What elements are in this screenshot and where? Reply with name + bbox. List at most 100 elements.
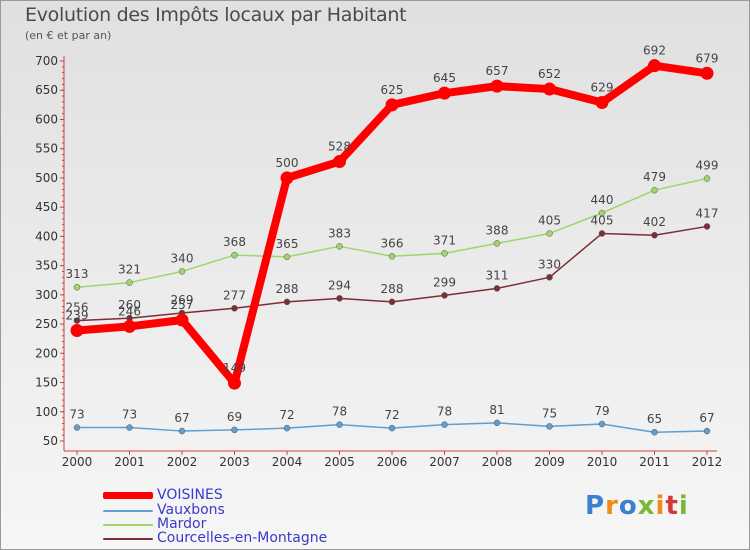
point-voisines bbox=[700, 66, 714, 80]
point-voisines bbox=[333, 155, 346, 169]
point-vauxbons bbox=[388, 424, 396, 432]
x-tick-label: 2006 bbox=[377, 455, 408, 469]
legend-swatch-courcelles bbox=[103, 537, 153, 540]
logo-letter: P bbox=[585, 491, 606, 521]
logo-letter: t bbox=[665, 491, 679, 521]
point-vauxbons bbox=[546, 423, 553, 430]
data-label-mardor: 365 bbox=[276, 237, 299, 251]
point-mardor bbox=[546, 230, 553, 237]
data-label-vauxbons: 72 bbox=[384, 408, 399, 422]
data-label-voisines: 629 bbox=[591, 81, 614, 95]
point-voisines bbox=[543, 82, 556, 96]
point-voisines bbox=[123, 319, 136, 333]
point-voisines bbox=[438, 86, 451, 100]
chart-title: Evolution des Impôts locaux par Habitant bbox=[25, 4, 407, 26]
y-tick-label: 300 bbox=[35, 288, 58, 302]
data-label-courcelles: 256 bbox=[66, 301, 89, 315]
point-mardor bbox=[388, 253, 396, 260]
point-voisines bbox=[228, 376, 241, 390]
proxiti-logo: Proxiti bbox=[585, 491, 689, 521]
point-mardor bbox=[336, 243, 343, 250]
data-label-mardor: 440 bbox=[591, 193, 614, 207]
data-label-mardor: 340 bbox=[171, 251, 194, 265]
y-tick-label: 250 bbox=[35, 317, 58, 331]
point-mardor bbox=[493, 240, 501, 247]
point-voisines bbox=[648, 59, 661, 73]
legend-swatch-mardor bbox=[103, 523, 153, 526]
legend-item-mardor: Mardor bbox=[103, 517, 206, 532]
data-label-vauxbons: 73 bbox=[122, 408, 137, 422]
legend-label-courcelles: Courcelles-en-Montagne bbox=[157, 530, 328, 546]
y-tick-label: 600 bbox=[35, 112, 58, 126]
data-label-vauxbons: 69 bbox=[227, 410, 242, 424]
data-label-voisines: 239 bbox=[66, 309, 89, 323]
x-tick-label: 2010 bbox=[587, 455, 618, 469]
point-vauxbons bbox=[231, 426, 238, 434]
y-tick-label: 450 bbox=[35, 200, 58, 214]
point-courcelles bbox=[231, 305, 238, 312]
data-label-voisines: 679 bbox=[696, 51, 719, 65]
point-voisines bbox=[175, 313, 189, 327]
point-mardor bbox=[178, 268, 186, 275]
data-label-courcelles: 330 bbox=[538, 257, 561, 271]
point-mardor bbox=[126, 279, 133, 286]
data-label-vauxbons: 75 bbox=[542, 406, 557, 420]
data-label-vauxbons: 78 bbox=[437, 405, 452, 419]
x-tick-label: 2007 bbox=[429, 455, 460, 469]
chart-subtitle: (en € et par an) bbox=[25, 29, 112, 42]
data-label-vauxbons: 81 bbox=[489, 403, 504, 417]
data-label-mardor: 371 bbox=[433, 233, 456, 247]
logo-letter: i bbox=[655, 491, 666, 521]
data-label-mardor: 383 bbox=[328, 226, 351, 240]
data-label-voisines: 246 bbox=[118, 304, 141, 318]
point-vauxbons bbox=[651, 428, 658, 436]
x-tick-label: 2002 bbox=[167, 455, 198, 469]
data-label-courcelles: 260 bbox=[118, 298, 141, 312]
point-voisines bbox=[280, 171, 294, 185]
data-label-vauxbons: 73 bbox=[69, 408, 84, 422]
data-label-voisines: 257 bbox=[171, 298, 194, 312]
data-label-vauxbons: 78 bbox=[332, 405, 347, 419]
legend-item-voisines: VOISINES bbox=[103, 488, 223, 503]
y-tick-label: 50 bbox=[43, 434, 58, 448]
data-label-vauxbons: 65 bbox=[647, 412, 662, 426]
point-courcelles bbox=[493, 285, 501, 292]
data-label-mardor: 499 bbox=[696, 159, 719, 173]
y-tick-label: 650 bbox=[35, 83, 58, 97]
y-tick-label: 550 bbox=[35, 142, 58, 156]
data-label-voisines: 652 bbox=[538, 67, 561, 81]
data-label-vauxbons: 79 bbox=[594, 404, 609, 418]
point-vauxbons bbox=[493, 419, 501, 427]
logo-letter: r bbox=[605, 491, 619, 521]
data-label-courcelles: 311 bbox=[486, 268, 509, 282]
data-label-vauxbons: 67 bbox=[699, 411, 714, 425]
data-label-mardor: 321 bbox=[118, 263, 141, 277]
x-tick-label: 2003 bbox=[219, 455, 250, 469]
logo-letter: i bbox=[678, 491, 689, 521]
point-mardor bbox=[703, 175, 711, 182]
point-courcelles bbox=[651, 231, 658, 239]
data-label-courcelles: 405 bbox=[591, 213, 614, 227]
data-label-courcelles: 288 bbox=[276, 282, 299, 296]
data-label-voisines: 657 bbox=[486, 64, 509, 78]
point-vauxbons bbox=[73, 424, 81, 431]
x-tick-label: 2011 bbox=[639, 455, 670, 469]
y-tick-label: 100 bbox=[35, 405, 58, 419]
x-tick-label: 2000 bbox=[62, 455, 93, 469]
x-tick-label: 2005 bbox=[324, 455, 355, 469]
data-label-voisines: 528 bbox=[328, 140, 351, 154]
data-label-mardor: 366 bbox=[381, 236, 404, 250]
point-mardor bbox=[651, 186, 658, 194]
point-voisines bbox=[490, 79, 504, 93]
legend-label-vauxbons: Vauxbons bbox=[157, 502, 225, 518]
point-mardor bbox=[283, 253, 291, 261]
legend-label-mardor: Mardor bbox=[157, 516, 207, 532]
data-label-courcelles: 417 bbox=[696, 206, 719, 220]
point-mardor bbox=[73, 283, 81, 291]
point-vauxbons bbox=[336, 421, 343, 428]
legend-label-voisines: VOISINES bbox=[157, 487, 223, 503]
point-mardor bbox=[231, 251, 238, 259]
data-label-voisines: 692 bbox=[643, 44, 666, 58]
